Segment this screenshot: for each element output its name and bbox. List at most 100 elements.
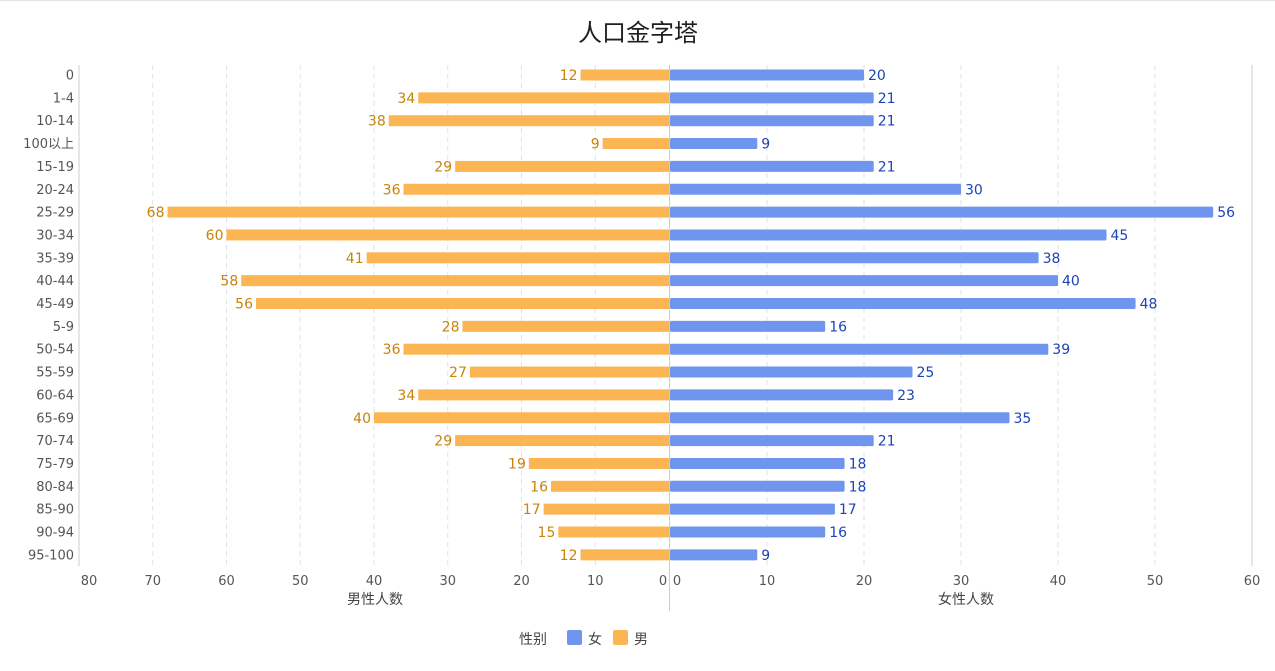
value-label-male: 9 xyxy=(591,137,600,153)
x-tick-label-left: 50 xyxy=(292,574,309,589)
value-label-female: 9 xyxy=(761,548,770,564)
value-label-male: 36 xyxy=(383,182,401,198)
bar-female xyxy=(670,435,874,447)
x-tick-label-left: 0 xyxy=(659,574,667,589)
value-label-male: 29 xyxy=(434,434,452,450)
legend-swatch-female[interactable] xyxy=(567,630,582,645)
legend-title: 性别 xyxy=(519,632,547,648)
bar-male xyxy=(241,275,669,287)
left-axis-title: 男性人数 xyxy=(347,592,403,608)
bar-male xyxy=(366,252,669,264)
bar-male xyxy=(469,366,669,378)
axes: 80 70 60 50 40 30 20 10 0 0 10 20 30 40 50 60 xyxy=(78,65,1261,611)
bar-female xyxy=(670,92,874,104)
category-label: 90-94 xyxy=(36,526,74,541)
value-label-male: 36 xyxy=(383,342,401,358)
bar-male xyxy=(374,412,669,424)
x-tick-label-left: 10 xyxy=(587,574,604,589)
bar-female xyxy=(670,115,874,127)
value-label-female: 40 xyxy=(1062,274,1080,290)
value-label-female: 21 xyxy=(878,91,896,107)
value-label-female: 20 xyxy=(868,68,886,84)
x-tick-label-left: 30 xyxy=(439,574,456,589)
category-label: 95-100 xyxy=(28,548,74,563)
x-tick-label-right: 20 xyxy=(856,574,873,589)
value-label-female: 30 xyxy=(965,182,983,198)
bar-female xyxy=(670,229,1107,241)
category-label: 50-54 xyxy=(36,343,74,358)
value-label-female: 45 xyxy=(1111,228,1129,244)
value-label-female: 16 xyxy=(829,525,847,541)
bar-female xyxy=(670,503,835,515)
value-label-female: 17 xyxy=(839,502,857,518)
x-tick-label-right: 60 xyxy=(1244,574,1261,589)
category-label: 15-19 xyxy=(36,160,74,175)
bar-male xyxy=(388,115,669,127)
bar-male xyxy=(543,503,669,515)
bar-male xyxy=(551,480,669,492)
legend: 性别 女 男 xyxy=(519,630,648,648)
bar-male xyxy=(226,229,669,241)
value-label-male: 40 xyxy=(353,411,371,427)
bar-male xyxy=(528,457,669,469)
bar-male xyxy=(256,298,669,309)
value-label-male: 28 xyxy=(442,319,460,335)
x-tick-label-right: 30 xyxy=(953,574,970,589)
bar-male xyxy=(403,343,669,355)
bar-female xyxy=(670,252,1039,264)
x-tick-label-right: 10 xyxy=(759,574,776,589)
category-label: 60-64 xyxy=(36,388,74,403)
value-label-female: 56 xyxy=(1217,205,1235,221)
value-label-male: 60 xyxy=(206,228,224,244)
value-label-female: 21 xyxy=(878,159,896,175)
category-label: 1-4 xyxy=(53,91,74,106)
category-label: 10-14 xyxy=(36,114,74,129)
bar-female xyxy=(670,366,913,378)
x-tick-label-left: 40 xyxy=(366,574,383,589)
value-label-male: 68 xyxy=(147,205,165,221)
category-label: 65-69 xyxy=(36,411,74,426)
x-tick-label-left: 20 xyxy=(513,574,530,589)
bar-male xyxy=(558,526,669,538)
bar-female xyxy=(670,138,758,150)
value-label-female: 18 xyxy=(849,479,867,495)
category-label: 100以上 xyxy=(23,137,74,152)
bar-female xyxy=(670,412,1010,424)
bar-female xyxy=(670,526,826,538)
x-tick-label-right: 0 xyxy=(673,574,681,589)
bar-female xyxy=(670,206,1214,218)
bar-male xyxy=(418,389,669,401)
value-label-male: 29 xyxy=(434,159,452,175)
value-label-female: 35 xyxy=(1014,411,1032,427)
bar-female xyxy=(670,343,1049,355)
bar-male xyxy=(580,549,669,561)
x-tick-label-right: 50 xyxy=(1147,574,1164,589)
bar-female xyxy=(670,320,826,332)
category-label: 5-9 xyxy=(53,320,74,335)
legend-swatch-male[interactable] xyxy=(613,630,628,645)
value-label-male: 58 xyxy=(220,274,238,290)
bar-male xyxy=(602,138,669,150)
category-labels: 0 1-4 10-14 100以上 15-19 20-24 25-29 30-34 35-39 4… xyxy=(23,69,74,564)
value-label-male: 19 xyxy=(508,456,526,472)
value-label-male: 34 xyxy=(397,91,415,107)
value-label-male: 27 xyxy=(449,365,467,381)
legend-label-female[interactable]: 女 xyxy=(588,631,602,648)
category-label: 45-49 xyxy=(36,297,74,312)
value-label-male: 56 xyxy=(235,297,253,313)
bar-male xyxy=(462,320,669,332)
category-label: 25-29 xyxy=(36,206,74,221)
bar-female xyxy=(670,480,845,492)
value-label-female: 23 xyxy=(897,388,915,404)
bar-male xyxy=(455,160,669,172)
bar-male xyxy=(580,69,669,81)
value-labels: 12 20 34 21 38 21 9 9 29 21 36 30 68 56 60 45 41 38 58 40 56… xyxy=(147,68,1235,564)
category-label: 55-59 xyxy=(36,366,74,381)
category-label: 75-79 xyxy=(36,457,74,472)
value-label-male: 38 xyxy=(368,114,386,130)
value-label-female: 18 xyxy=(849,456,867,472)
legend-label-male[interactable]: 男 xyxy=(634,632,648,648)
value-label-male: 34 xyxy=(397,388,415,404)
